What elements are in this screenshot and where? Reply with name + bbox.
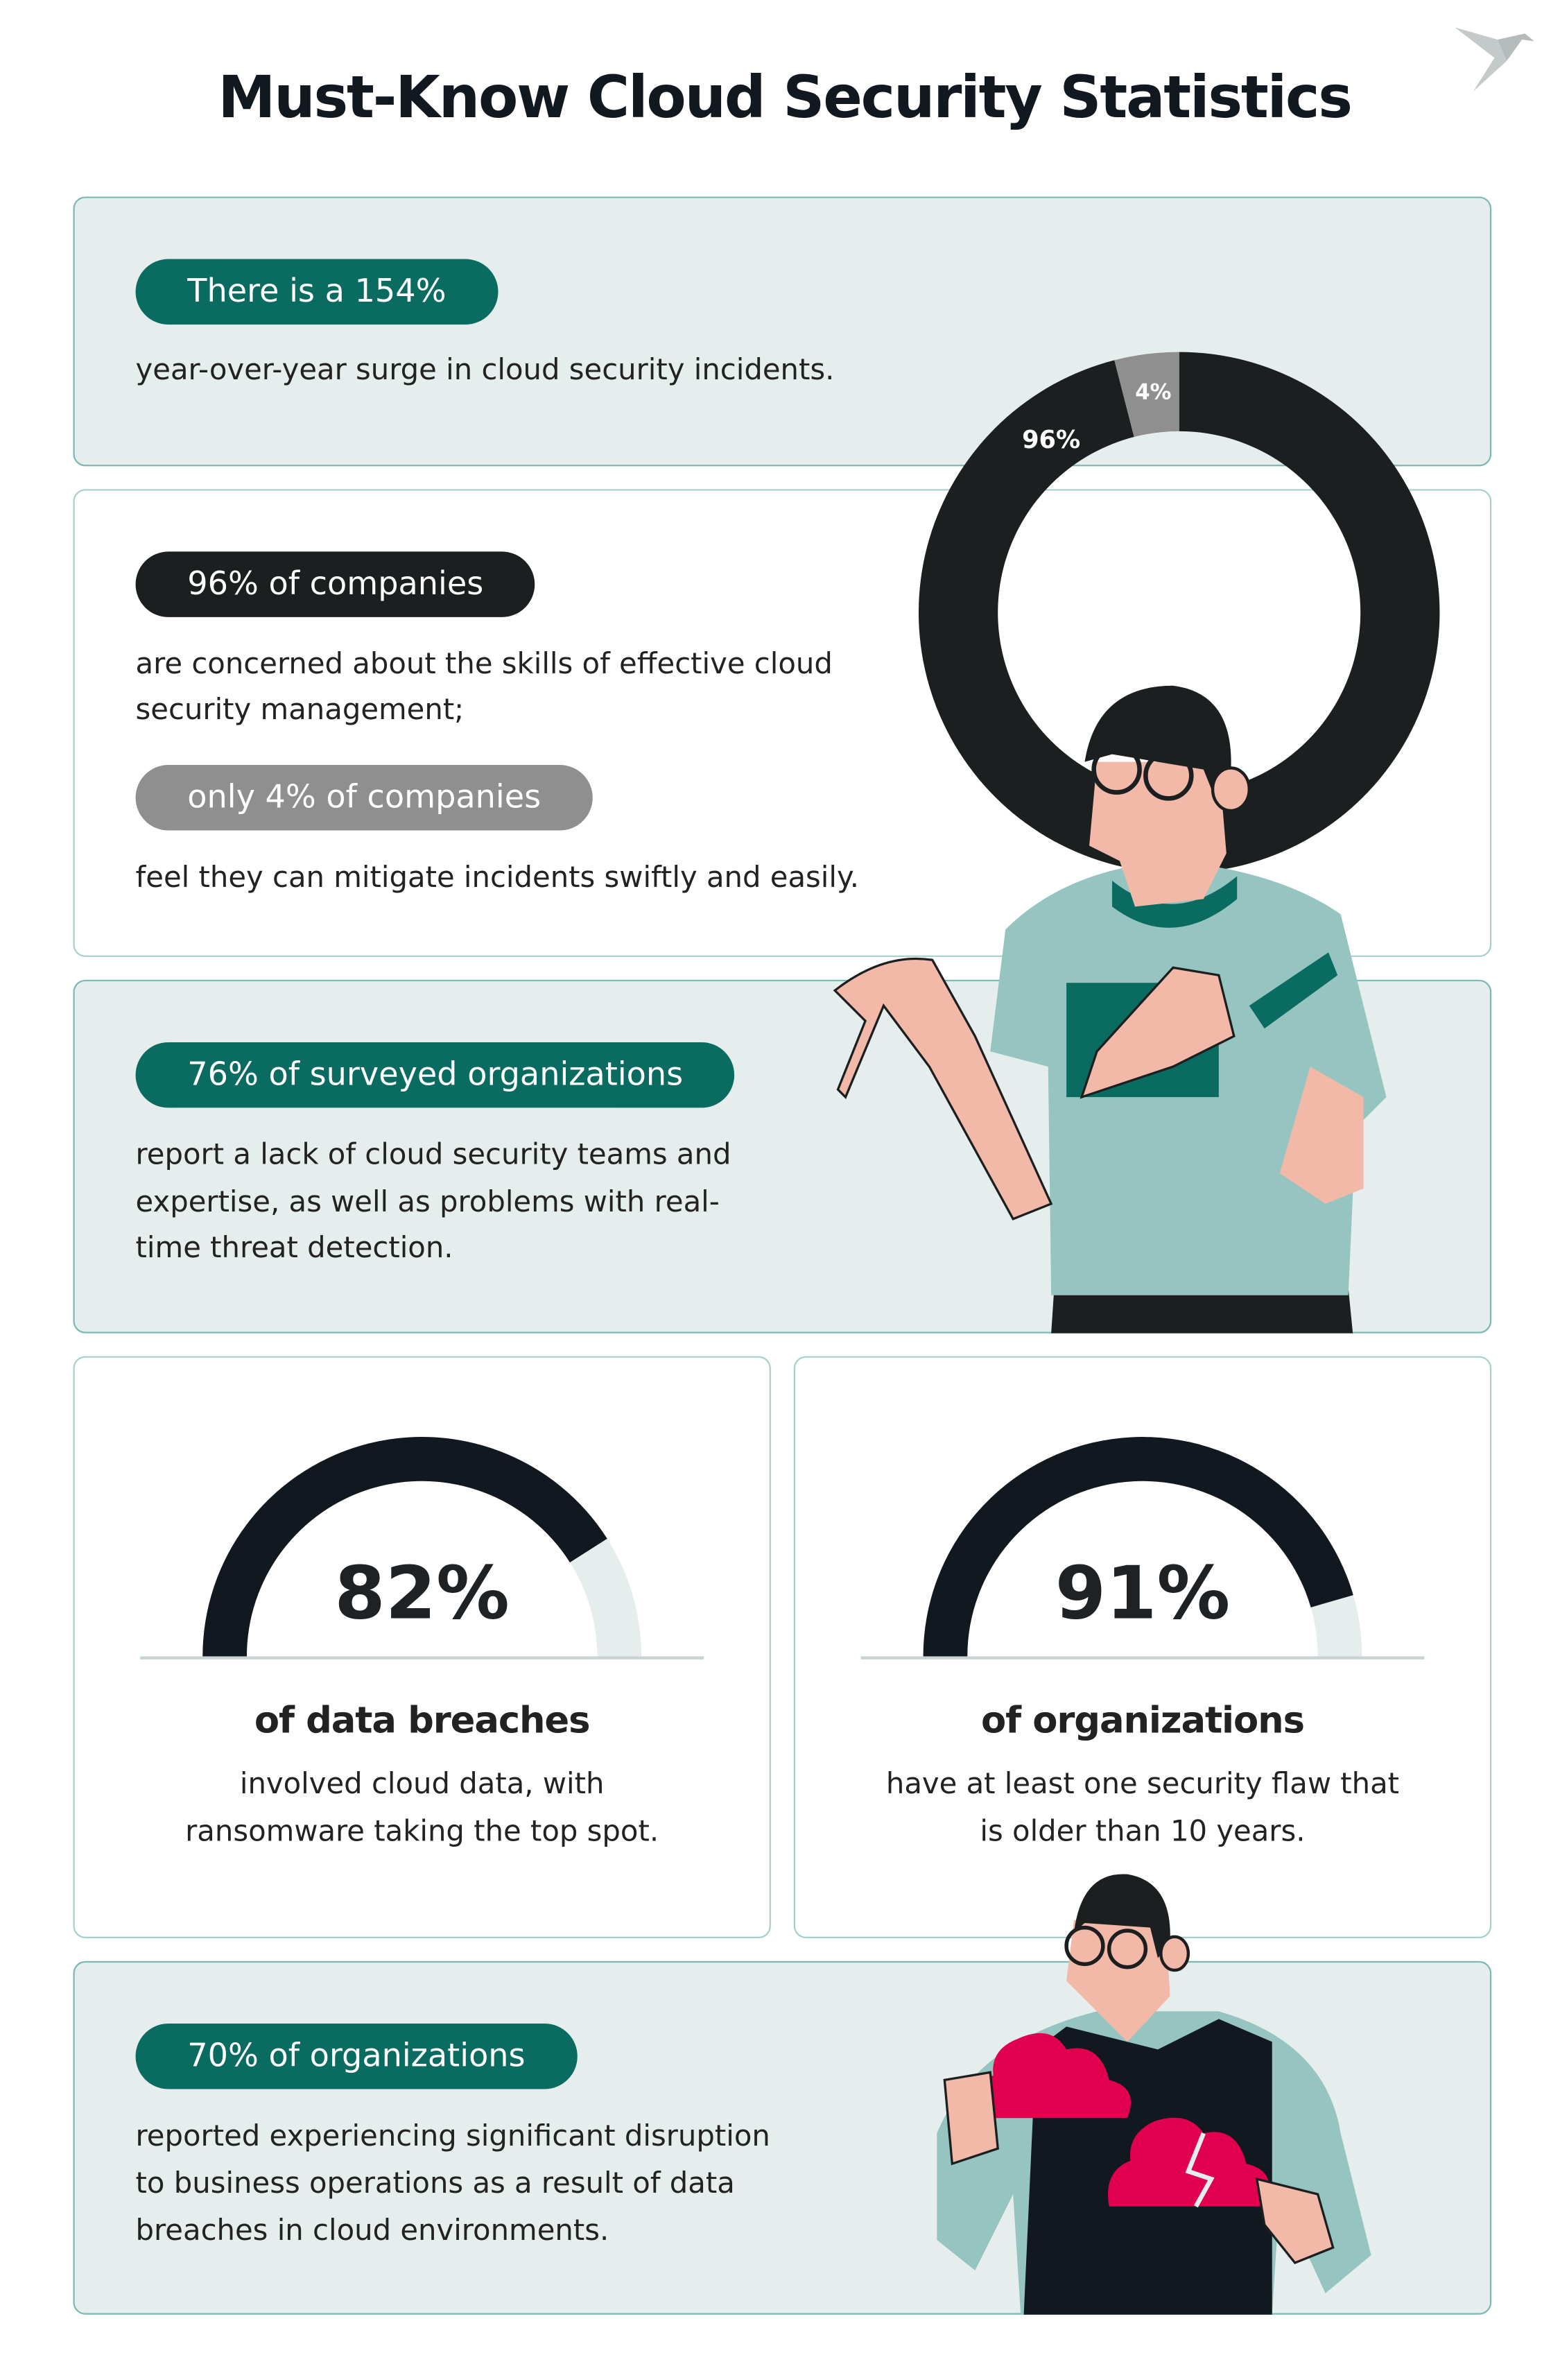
- cloud-icon: [978, 2033, 1132, 2119]
- donut-slice-96%: [918, 352, 1440, 874]
- gauge-text-line: involved cloud data, with: [239, 1767, 605, 1802]
- person-pointing-illustration: [833, 685, 1387, 1334]
- gauge-value-label: 82%: [334, 1551, 510, 1637]
- stat-pill: 96% of companies: [135, 551, 535, 617]
- stat-pill: 76% of surveyed organizations: [135, 1042, 735, 1108]
- gauge-charts: [140, 1437, 1425, 1659]
- stat-text-line: breaches in cloud environments.: [135, 2214, 609, 2248]
- page-title: Must-Know Cloud Security Statistics: [218, 64, 1353, 131]
- gauge-baseline: [140, 1656, 704, 1659]
- person-holding-clouds-illustration: [937, 1874, 1371, 2315]
- gauge-value-label: 91%: [1055, 1551, 1231, 1637]
- donut-label: 96%: [1022, 426, 1080, 454]
- stat-text-line: reported experiencing significant disrup…: [135, 2119, 770, 2153]
- origami-bird-icon: [1455, 27, 1534, 92]
- broken-cloud-icon: [1108, 2117, 1269, 2207]
- gauge-fill: [923, 1437, 1353, 1657]
- stat-pill: There is a 154%: [135, 259, 499, 325]
- stat-text-line: security management;: [135, 693, 465, 727]
- stat-text-line: time threat detection.: [135, 1231, 453, 1265]
- gauge-text-line: is older than 10 years.: [980, 1814, 1306, 1849]
- stat-text: feel they can mitigate incidents swiftly…: [135, 861, 860, 895]
- stat-text-line: report a lack of cloud security teams an…: [135, 1138, 731, 1172]
- donut-label: 4%: [1135, 380, 1171, 405]
- stat-text-line: are concerned about the skills of effect…: [135, 647, 833, 682]
- gauge-track: [570, 1538, 642, 1657]
- gauge-fill: [202, 1437, 607, 1657]
- stat-text-line: to business operations as a result of da…: [135, 2166, 735, 2200]
- gauge-track: [1310, 1595, 1362, 1657]
- gauge-heading: of data breaches: [254, 1698, 591, 1742]
- donut-chart: 96% 4%: [918, 352, 1440, 874]
- stat-pill: 70% of organizations: [135, 2024, 578, 2089]
- gauge-text-line: ransomware taking the top spot.: [185, 1814, 659, 1849]
- gauge-heading: of organizations: [981, 1698, 1305, 1742]
- donut-slice-4%: [1114, 352, 1179, 438]
- stat-pill: only 4% of companies: [135, 765, 593, 831]
- gauge-text-line: have at least one security flaw that: [885, 1767, 1400, 1802]
- stat-text: year-over-year surge in cloud security i…: [135, 353, 835, 388]
- stat-text-line: expertise, as well as problems with real…: [135, 1185, 720, 1219]
- gauge-baseline: [860, 1656, 1425, 1659]
